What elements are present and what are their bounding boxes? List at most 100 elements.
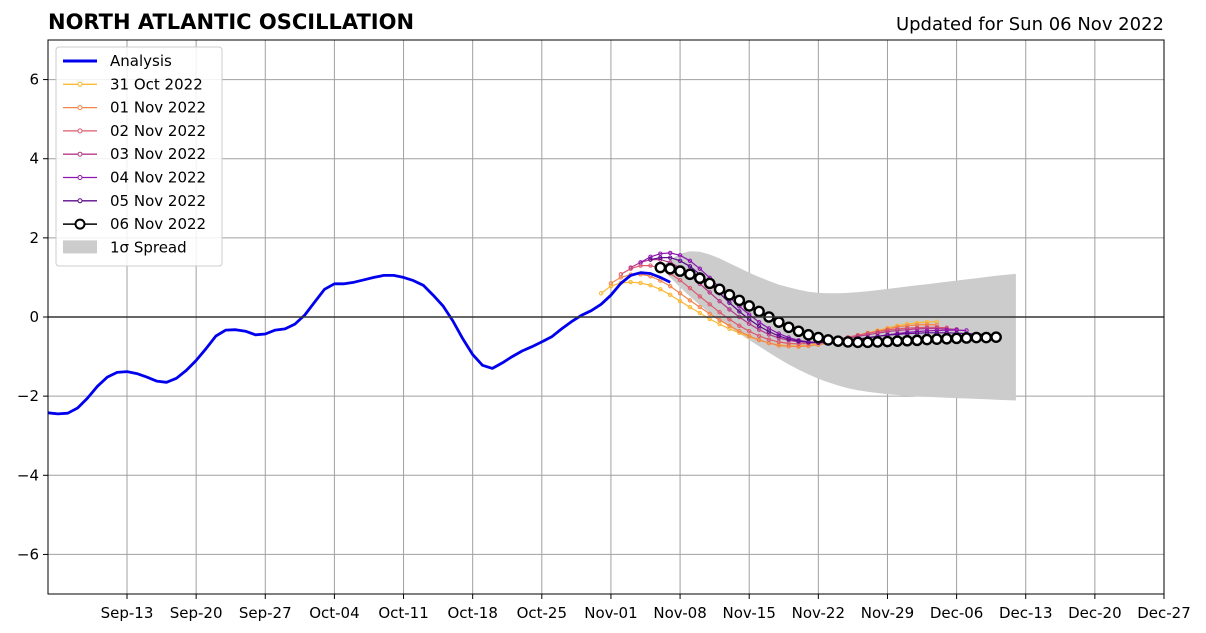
forecast-point [654,261,667,274]
forecast-point [713,283,726,296]
forecast-point [944,327,949,333]
forecast-point [990,331,1002,343]
x-tick-label: Oct-11 [378,604,428,622]
y-tick-label: −4 [17,466,39,484]
forecast-line [610,273,937,348]
spread-band [660,251,1016,401]
forecast-point [747,329,752,334]
legend-marker [77,81,83,87]
forecast-point [648,254,653,260]
forecast-point [905,327,910,332]
legend-item: 02 Nov 2022 [63,122,206,140]
forecast-point [776,339,782,345]
forecast-point [628,279,633,285]
legend-label: 03 Nov 2022 [110,145,206,163]
forecast-point [786,344,791,349]
legend-label: 31 Oct 2022 [110,75,203,93]
forecast-point [737,323,742,328]
forecast-point [667,292,673,298]
forecast-point [756,337,762,343]
forecast-point [891,335,904,347]
legend-marker [77,128,83,134]
forecast-point [737,329,742,334]
legend-item: 31 Oct 2022 [63,75,203,93]
x-tick-label: Nov-15 [723,604,776,622]
y-tick-label: 2 [29,229,39,247]
forecast-point [648,263,653,268]
forecast-point [638,260,643,265]
x-tick-label: Nov-01 [584,604,637,622]
forecast-point [717,310,722,315]
forecast-point [717,317,722,323]
forecast-point [911,334,923,347]
forecast-point [934,328,940,333]
forecast-point [658,287,663,292]
forecast-point [687,298,693,303]
forecast-point [881,335,894,348]
x-tick-label: Oct-25 [517,604,567,622]
forecast-point [980,331,993,344]
chart-title: NORTH ATLANTIC OSCILLATION [48,10,414,34]
forecast-point [707,311,712,317]
forecast-point [921,333,933,346]
forecast-point [861,336,874,349]
legend-item: 03 Nov 2022 [63,145,206,163]
forecast-point [796,344,801,349]
y-tick-label: −6 [17,545,39,563]
forecast-point [852,336,864,349]
forecast-point [687,264,693,269]
forecast-point [697,266,703,271]
series-lines [47,250,1002,416]
forecast-point [914,326,920,332]
forecast-point [697,294,703,299]
legend-item: 04 Nov 2022 [63,169,206,187]
forecast-point [628,265,633,270]
updated-label: Updated for Sun 06 Nov 2022 [896,14,1164,35]
forecast-point [842,336,854,348]
forecast-point [871,336,884,348]
legend-label: 05 Nov 2022 [110,192,206,210]
forecast-point [707,290,712,295]
x-tick-label: Dec-20 [1068,604,1122,622]
y-tick-label: 0 [29,308,39,326]
forecast-point [697,304,703,310]
forecast-point [766,329,772,334]
legend-label: 04 Nov 2022 [110,169,206,187]
forecast-point [608,281,614,286]
x-tick-label: Oct-18 [447,604,497,622]
forecast-point [931,333,943,345]
forecast-point [667,250,673,256]
forecast-line [620,265,947,345]
legend-item: 01 Nov 2022 [63,99,206,117]
forecast-point [618,272,624,277]
x-tick-label: Nov-22 [792,604,845,622]
forecast-point [658,255,663,260]
forecast-point [677,258,683,264]
forecast-point [905,323,910,328]
x-tick-label: Dec-06 [930,604,984,622]
x-tick-label: Nov-29 [861,604,914,622]
x-tick-label: Oct-04 [309,604,359,622]
forecast-point [684,268,696,281]
legend-marker [77,198,83,204]
legend-marker [77,105,83,111]
forecast-point [766,332,772,337]
forecast-point [697,310,703,316]
y-tick-label: −2 [17,387,39,405]
forecast-point [677,298,683,304]
forecast-point [707,302,712,307]
legend-swatch [63,240,97,254]
x-tick-label: Sep-13 [101,604,154,622]
legend-box [55,46,223,267]
forecast-point [727,307,732,312]
legend-label: 06 Nov 2022 [110,215,206,233]
forecast-point [747,321,752,326]
legend: Analysis 31 Oct 2022 01 Nov 2022 02 Nov 202… [55,46,223,267]
legend-item: 05 Nov 2022 [63,192,206,210]
forecast-point [753,305,765,318]
legend-item: 06 Nov 2022 [63,215,206,233]
forecast-point [812,331,825,344]
forecast-point [970,331,983,344]
forecast-point [950,332,963,345]
forecast-point [914,322,920,328]
